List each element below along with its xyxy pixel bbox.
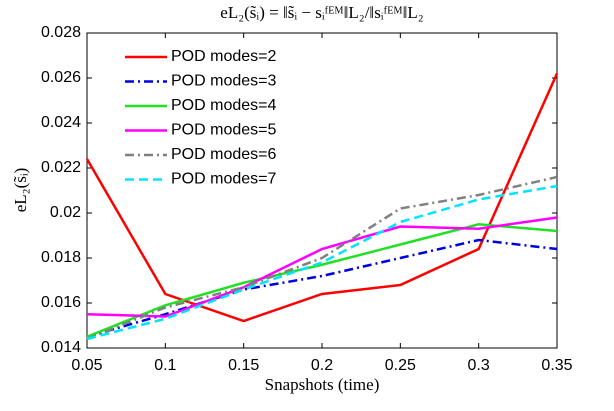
legend-label: POD modes=7 <box>171 171 276 188</box>
series-line <box>85 72 559 323</box>
y-tick-label: 0.02 <box>50 204 81 221</box>
y-tick-label: 0.014 <box>41 339 81 356</box>
x-tick-label: 0.3 <box>468 357 490 374</box>
chart-title: eL₂(s̃ᵢ) = ‖s̃ᵢ − sᵢᶠᴱᴹ‖L₂/‖sᵢᶠᴱᴹ‖L₂ <box>220 3 423 22</box>
x-tick-label: 0.35 <box>541 357 572 374</box>
y-tick-label: 0.018 <box>41 249 81 266</box>
legend-label: POD modes=3 <box>171 73 276 90</box>
y-axis-label: eL₂(s̃ᵢ) <box>11 168 30 213</box>
legend-label: POD modes=4 <box>171 97 276 114</box>
series-line <box>86 222 558 338</box>
x-tick-label: 0.15 <box>228 357 259 374</box>
legend-label: POD modes=6 <box>171 146 276 163</box>
x-tick-label: 0.05 <box>71 357 102 374</box>
y-tick-label: 0.024 <box>41 114 81 131</box>
x-axis-label: Snapshots (time) <box>265 375 380 394</box>
y-tick-label: 0.028 <box>41 24 81 41</box>
legend-label: POD modes=2 <box>171 48 276 65</box>
series-line <box>86 175 558 341</box>
legend-label: POD modes=5 <box>171 122 276 139</box>
x-tick-label: 0.1 <box>154 357 176 374</box>
x-tick-label: 0.25 <box>385 357 416 374</box>
y-tick-label: 0.016 <box>41 294 81 311</box>
series-line <box>86 238 558 338</box>
y-tick-label: 0.026 <box>41 69 81 86</box>
y-tick-label: 0.022 <box>41 159 81 176</box>
x-tick-label: 0.2 <box>311 357 333 374</box>
series-line <box>86 216 558 318</box>
